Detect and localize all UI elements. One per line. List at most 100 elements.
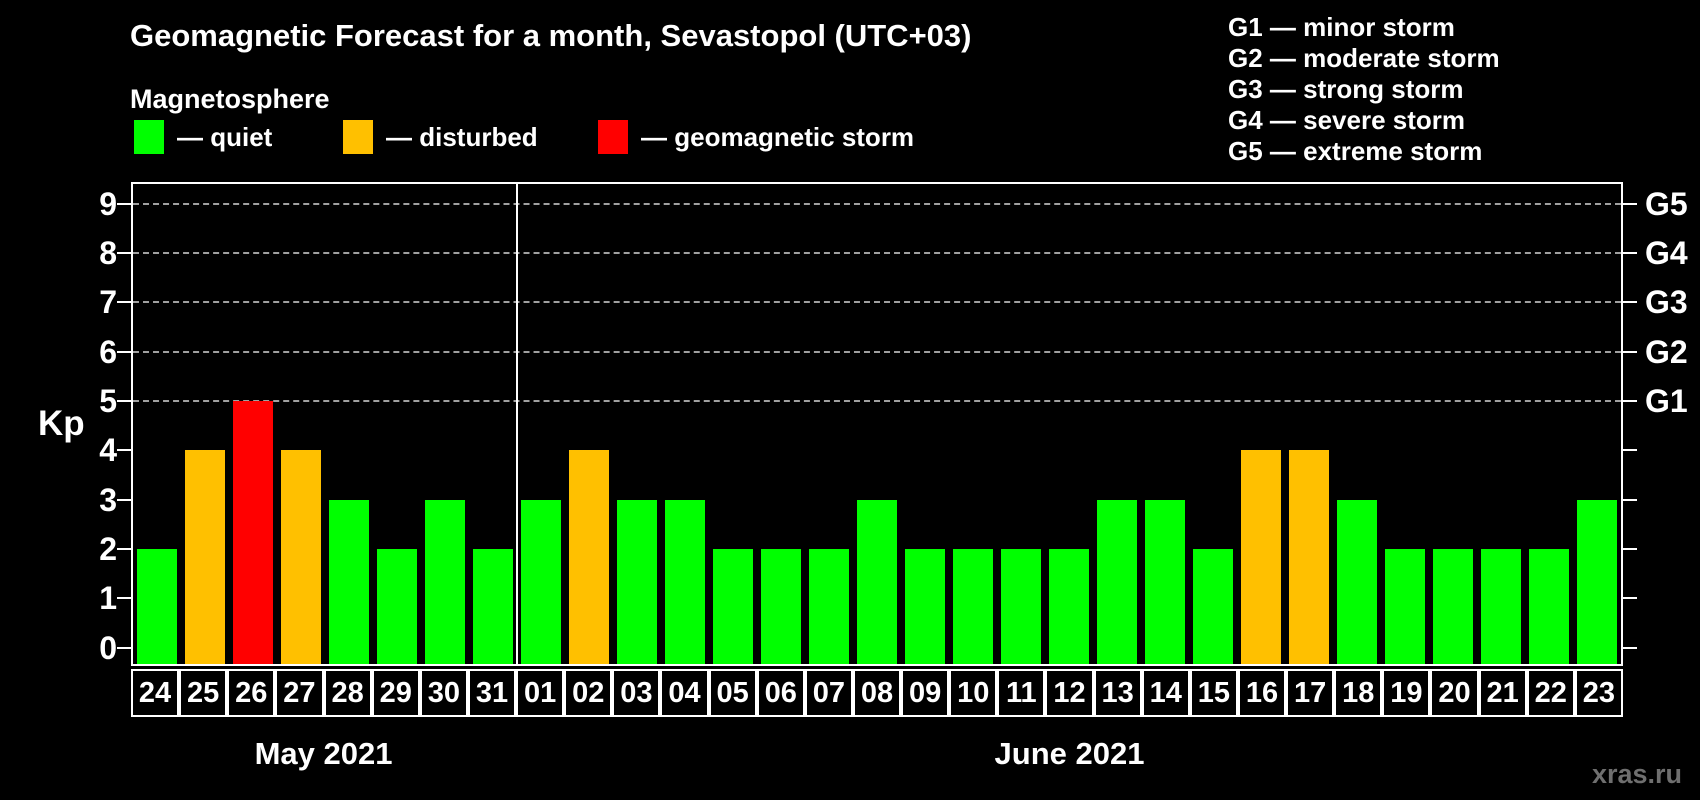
y-tick-left-0 <box>117 646 131 649</box>
y-tick-left-5 <box>117 400 131 403</box>
gridline-kp6 <box>133 350 1621 353</box>
date-cell-14: 14 <box>1141 669 1190 717</box>
kp-bar-16 <box>1241 450 1281 664</box>
legend-item-storm: — geomagnetic storm <box>598 120 914 154</box>
date-cell-04: 04 <box>660 669 709 717</box>
kp-bar-13 <box>1097 499 1137 664</box>
date-cell-25: 25 <box>179 669 228 717</box>
kp-bar-01 <box>521 499 561 664</box>
g-scale-label-G1: G1 <box>1645 383 1688 420</box>
date-cell-17: 17 <box>1286 669 1335 717</box>
date-cell-27: 27 <box>275 669 324 717</box>
date-cell-29: 29 <box>371 669 420 717</box>
kp-bar-25 <box>185 450 225 664</box>
y-tick-label-8: 8 <box>99 235 117 272</box>
storm-scale-line-4: G4 — severe storm <box>1228 105 1466 135</box>
watermark: xras.ru <box>1591 759 1682 789</box>
date-cell-12: 12 <box>1045 669 1094 717</box>
date-cell-24: 24 <box>131 669 180 717</box>
y-tick-left-3 <box>117 498 131 501</box>
y-tick-right-2 <box>1623 548 1637 551</box>
y-tick-right-6 <box>1623 350 1637 353</box>
y-tick-right-3 <box>1623 498 1637 501</box>
date-cell-23: 23 <box>1574 669 1623 717</box>
y-tick-label-7: 7 <box>99 284 117 321</box>
y-tick-right-8 <box>1623 252 1637 255</box>
kp-bar-08 <box>857 499 897 664</box>
date-cell-06: 06 <box>756 669 805 717</box>
kp-bar-24 <box>137 549 177 664</box>
month-label-2: June 2021 <box>994 736 1145 771</box>
date-cell-22: 22 <box>1526 669 1575 717</box>
legend-item-quiet: — quiet <box>134 120 272 154</box>
y-tick-left-9 <box>117 202 131 205</box>
y-tick-label-3: 3 <box>99 481 117 518</box>
kp-bar-12 <box>1049 549 1089 664</box>
g-scale-label-G4: G4 <box>1645 235 1688 272</box>
date-cell-03: 03 <box>612 669 661 717</box>
g-scale-label-G3: G3 <box>1645 284 1688 321</box>
kp-bar-15 <box>1193 549 1233 664</box>
kp-bar-10 <box>953 549 993 664</box>
g-scale-label-G2: G2 <box>1645 333 1688 370</box>
gridline-kp8 <box>133 252 1621 255</box>
date-cell-20: 20 <box>1430 669 1479 717</box>
date-cell-19: 19 <box>1382 669 1431 717</box>
month-separator <box>516 184 518 664</box>
y-tick-right-9 <box>1623 202 1637 205</box>
storm-scale-legend: G1 — minor storm G2 — moderate storm G3 — … <box>1228 12 1500 167</box>
date-cell-21: 21 <box>1478 669 1527 717</box>
kp-bar-09 <box>905 549 945 664</box>
kp-bar-30 <box>425 499 465 664</box>
y-tick-left-4 <box>117 449 131 452</box>
chart-subtitle: Magnetosphere <box>130 84 330 114</box>
kp-bar-06 <box>761 549 801 664</box>
y-tick-left-7 <box>117 301 131 304</box>
date-cell-26: 26 <box>227 669 276 717</box>
kp-bar-22 <box>1529 549 1569 664</box>
y-tick-right-1 <box>1623 597 1637 600</box>
storm-color-swatch <box>598 120 628 154</box>
disturbed-color-swatch <box>343 120 373 154</box>
kp-bar-27 <box>281 450 321 664</box>
y-tick-left-2 <box>117 548 131 551</box>
date-cell-11: 11 <box>997 669 1046 717</box>
gridline-kp7 <box>133 301 1621 304</box>
kp-bar-26 <box>233 401 273 664</box>
date-cell-10: 10 <box>949 669 998 717</box>
kp-bar-03 <box>617 499 657 664</box>
kp-bar-18 <box>1337 499 1377 664</box>
month-label-1: May 2021 <box>254 736 393 771</box>
kp-bar-14 <box>1145 499 1185 664</box>
y-tick-left-8 <box>117 252 131 255</box>
g-scale-label-G5: G5 <box>1645 185 1688 222</box>
date-cell-05: 05 <box>708 669 757 717</box>
legend-label-quiet: — quiet <box>177 121 273 152</box>
storm-scale-line-5: G5 — extreme storm <box>1228 136 1483 166</box>
y-tick-label-2: 2 <box>99 531 117 568</box>
date-cell-16: 16 <box>1237 669 1287 717</box>
kp-bar-21 <box>1481 549 1521 664</box>
y-tick-label-1: 1 <box>99 580 117 617</box>
kp-bar-20 <box>1433 549 1473 664</box>
legend-item-disturbed: — disturbed <box>343 120 538 154</box>
legend-label-disturbed: — disturbed <box>386 121 538 152</box>
kp-bar-04 <box>665 499 705 664</box>
page-title: Geomagnetic Forecast for a month, Sevast… <box>130 18 972 53</box>
kp-bar-05 <box>713 549 753 664</box>
y-tick-label-9: 9 <box>99 185 117 222</box>
kp-bar-28 <box>329 499 369 664</box>
y-tick-right-7 <box>1623 301 1637 304</box>
y-tick-right-0 <box>1623 646 1637 649</box>
date-cell-15: 15 <box>1189 669 1238 717</box>
gridline-kp9 <box>133 202 1621 205</box>
y-axis-title: Kp <box>38 404 85 443</box>
kp-bar-29 <box>377 549 417 664</box>
y-tick-label-5: 5 <box>99 383 117 420</box>
date-cell-18: 18 <box>1334 669 1383 717</box>
storm-scale-line-2: G2 — moderate storm <box>1228 43 1500 73</box>
y-tick-label-6: 6 <box>99 333 117 370</box>
storm-scale-line-3: G3 — strong storm <box>1228 74 1464 104</box>
kp-bar-19 <box>1385 549 1425 664</box>
date-cell-31: 31 <box>467 669 517 717</box>
